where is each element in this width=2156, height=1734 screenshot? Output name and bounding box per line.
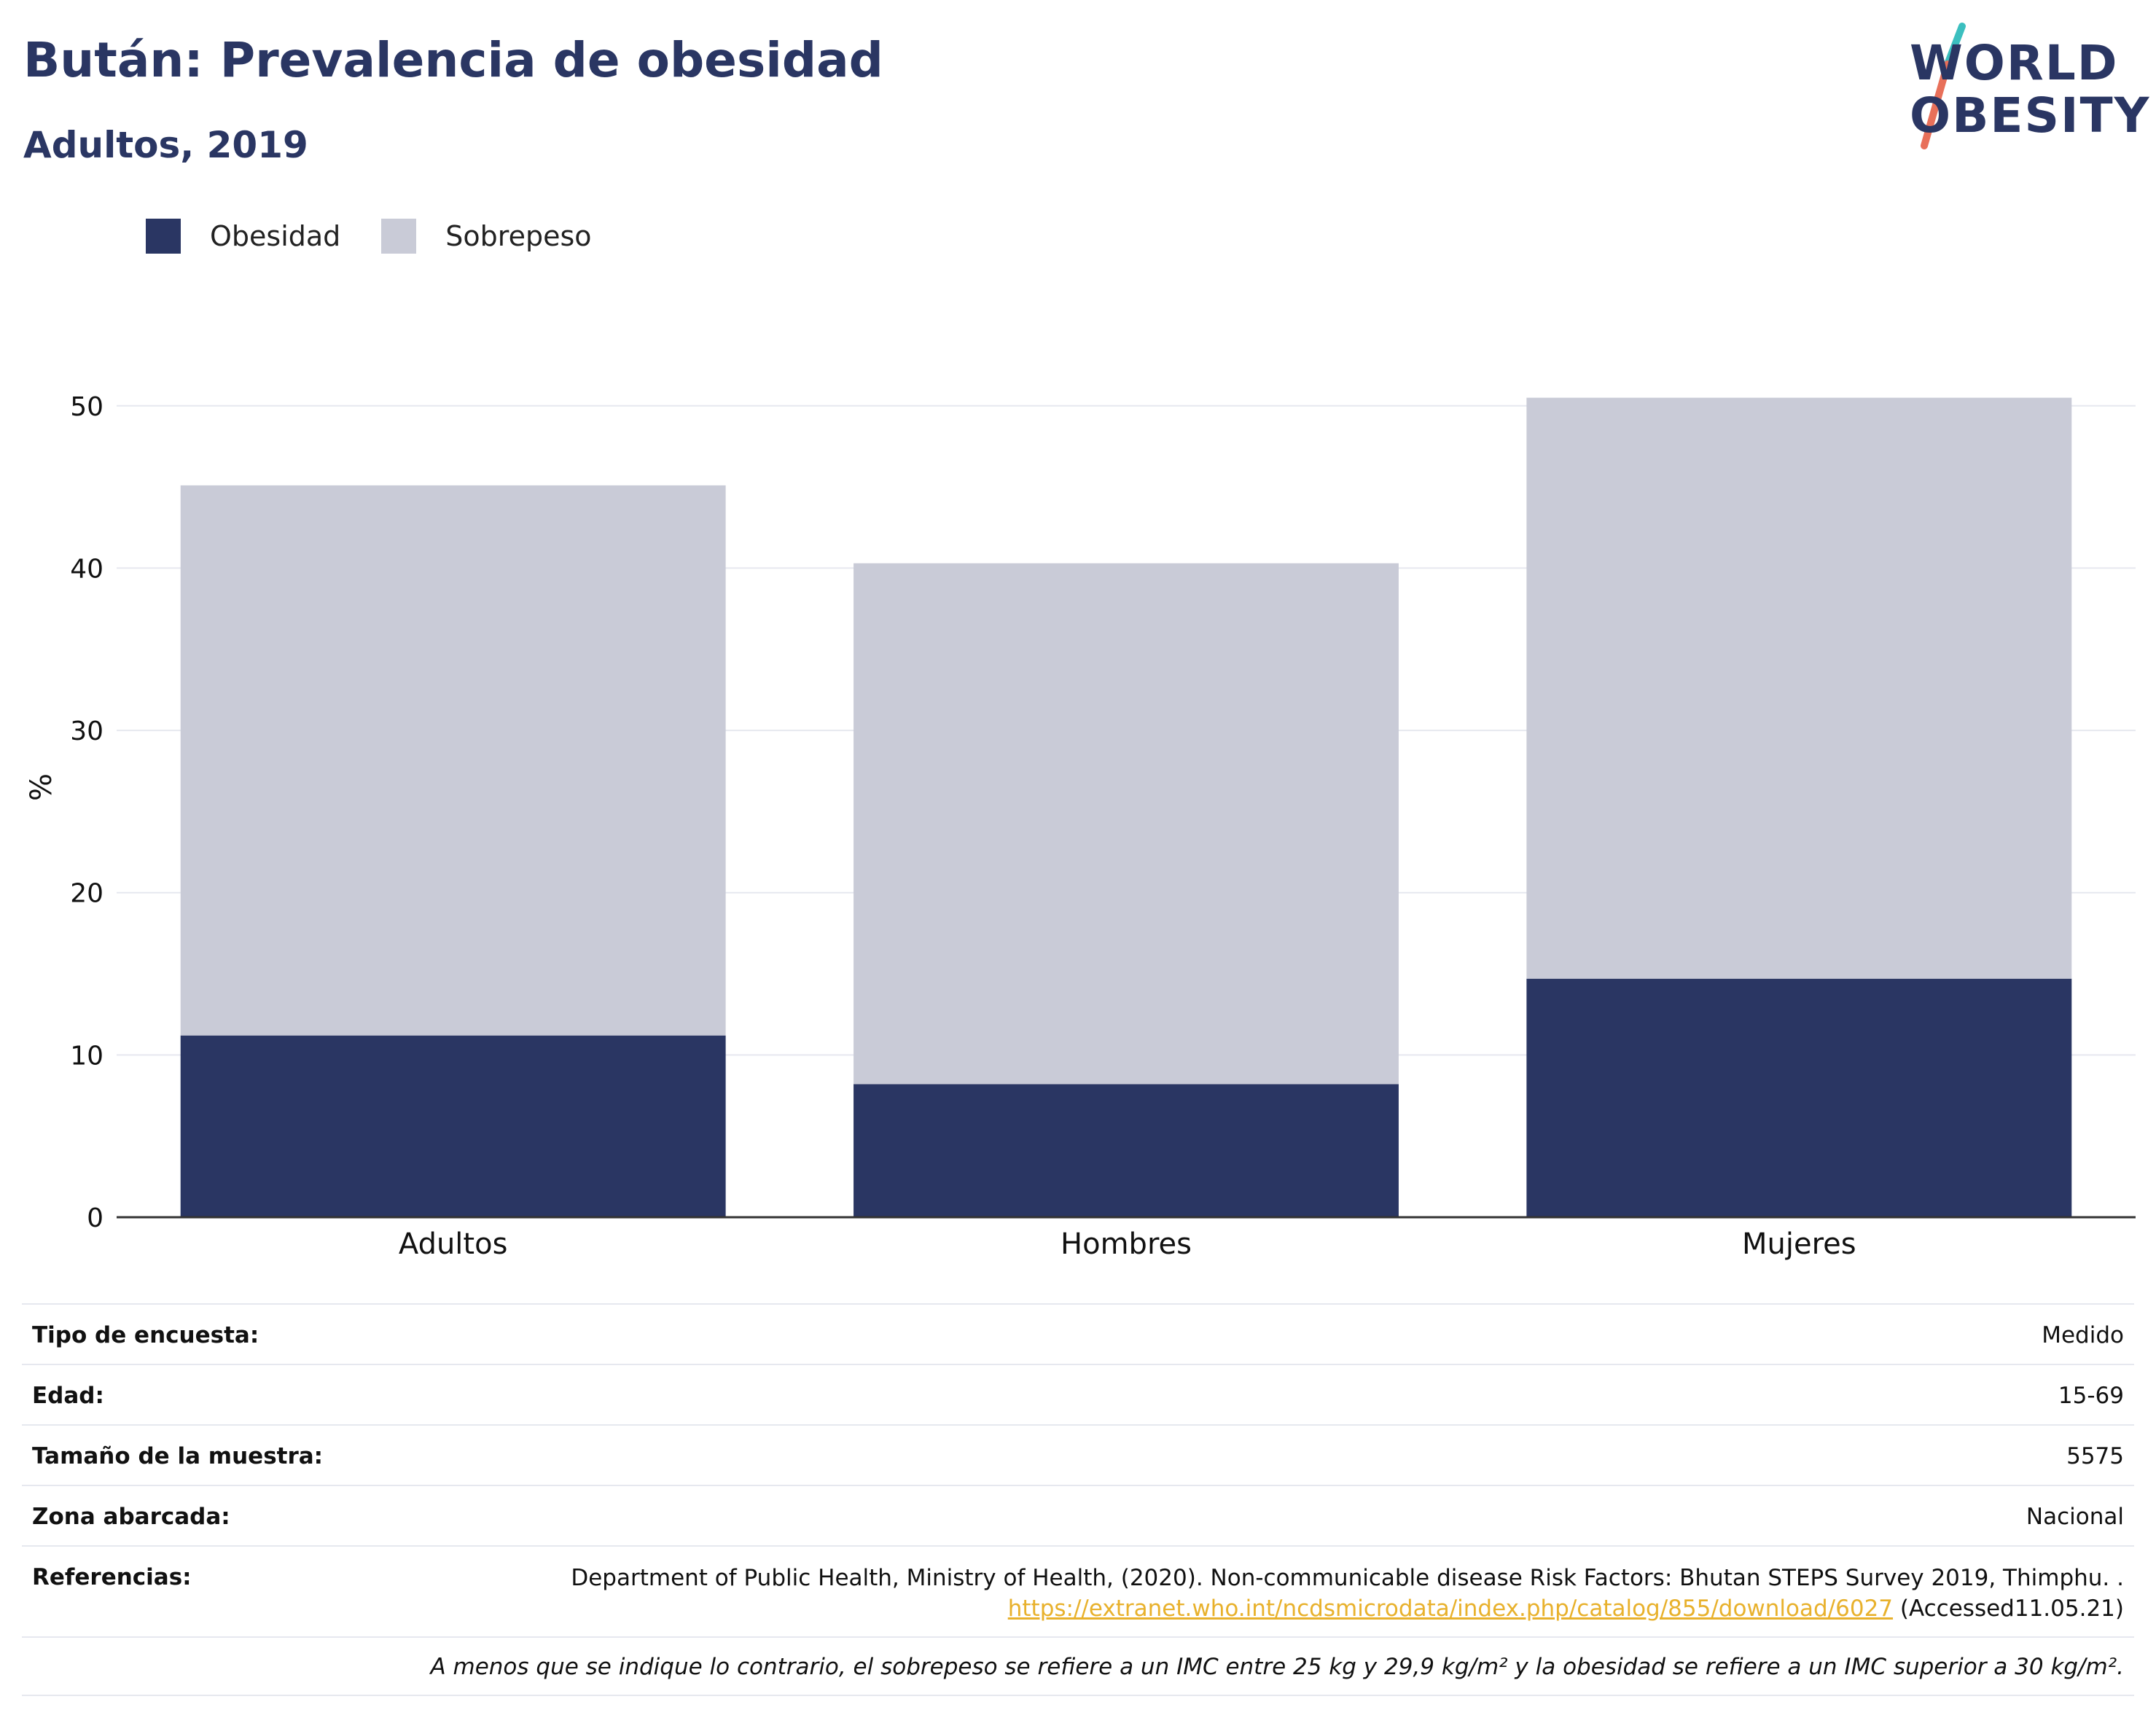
bmi-definition-note: A menos que se indique lo contrario, el … [22, 1636, 2134, 1696]
bar-sobrepeso-mujeres [1526, 397, 2072, 979]
chart-subtitle: Adultos, 2019 [23, 124, 308, 166]
stacked-bar-chart: 0 10 20 30 40 50% Adultos Hombres Mujeres [25, 392, 2136, 1261]
y-tick-label: 20 [70, 879, 103, 909]
legend-item-obesidad[interactable]: Obesidad [146, 219, 340, 254]
legend-swatch-obesidad [146, 219, 181, 254]
chart-legend: Obesidad Sobrepeso [146, 219, 633, 254]
info-value: 5575 [2066, 1443, 2124, 1469]
info-row-survey-type: Tipo de encuesta: Medido [22, 1303, 2134, 1364]
legend-label-sobrepeso: Sobrepeso [445, 220, 592, 252]
info-row-sample-size: Tamaño de la muestra: 5575 [22, 1424, 2134, 1485]
info-value: Medido [2042, 1322, 2124, 1348]
info-value: 15-69 [2058, 1383, 2124, 1409]
legend-swatch-sobrepeso [381, 219, 417, 254]
bar-obesidad-mujeres [1526, 978, 2072, 1217]
x-tick-label: Adultos [399, 1227, 508, 1261]
y-tick-label: 30 [70, 716, 103, 746]
info-label: Edad: [32, 1383, 104, 1409]
info-label: Zona abarcada: [32, 1504, 230, 1530]
y-tick-label: 10 [70, 1041, 103, 1071]
info-row-area: Zona abarcada: Nacional [22, 1485, 2134, 1545]
y-axis-label: % [25, 773, 58, 801]
bar-obesidad-adultos [180, 1035, 726, 1217]
logo-line-1: WORLD [1910, 35, 2119, 91]
world-obesity-logo: WORLD OBESITY [1895, 20, 2149, 159]
chart-title: Bután: Prevalencia de obesidad [23, 32, 883, 88]
x-tick-label: Hombres [1061, 1227, 1192, 1261]
x-tick-label: Mujeres [1742, 1227, 1856, 1261]
y-tick-label: 0 [87, 1203, 103, 1233]
info-row-references: Referencias: Department of Public Health… [22, 1545, 2134, 1636]
legend-label-obesidad: Obesidad [210, 220, 341, 252]
legend-item-sobrepeso[interactable]: Sobrepeso [381, 219, 592, 254]
info-label: Tipo de encuesta: [32, 1322, 259, 1348]
references-link[interactable]: https://extranet.who.int/ncdsmicrodata/i… [1007, 1596, 1894, 1622]
logo-slash-icon [1921, 23, 1966, 149]
bar-sobrepeso-adultos [180, 485, 726, 1036]
bar-sobrepeso-hombres [854, 563, 1399, 1085]
info-label: Referencias: [32, 1564, 192, 1590]
info-label: Tamaño de la muestra: [32, 1443, 324, 1469]
references-text: Department of Public Health, Ministry of… [448, 1563, 2124, 1624]
info-row-age: Edad: 15-69 [22, 1364, 2134, 1424]
y-tick-label: 50 [70, 392, 103, 422]
info-value: Nacional [2026, 1504, 2124, 1530]
logo-line-2: OBESITY [1910, 87, 2151, 144]
y-tick-label: 40 [70, 554, 103, 584]
survey-info-table: Tipo de encuesta: Medido Edad: 15-69 Tam… [22, 1303, 2134, 1696]
references-citation: Department of Public Health, Ministry of… [571, 1565, 2124, 1591]
references-accessed: (Accessed11.05.21) [1893, 1596, 2124, 1622]
bar-obesidad-hombres [854, 1084, 1399, 1217]
